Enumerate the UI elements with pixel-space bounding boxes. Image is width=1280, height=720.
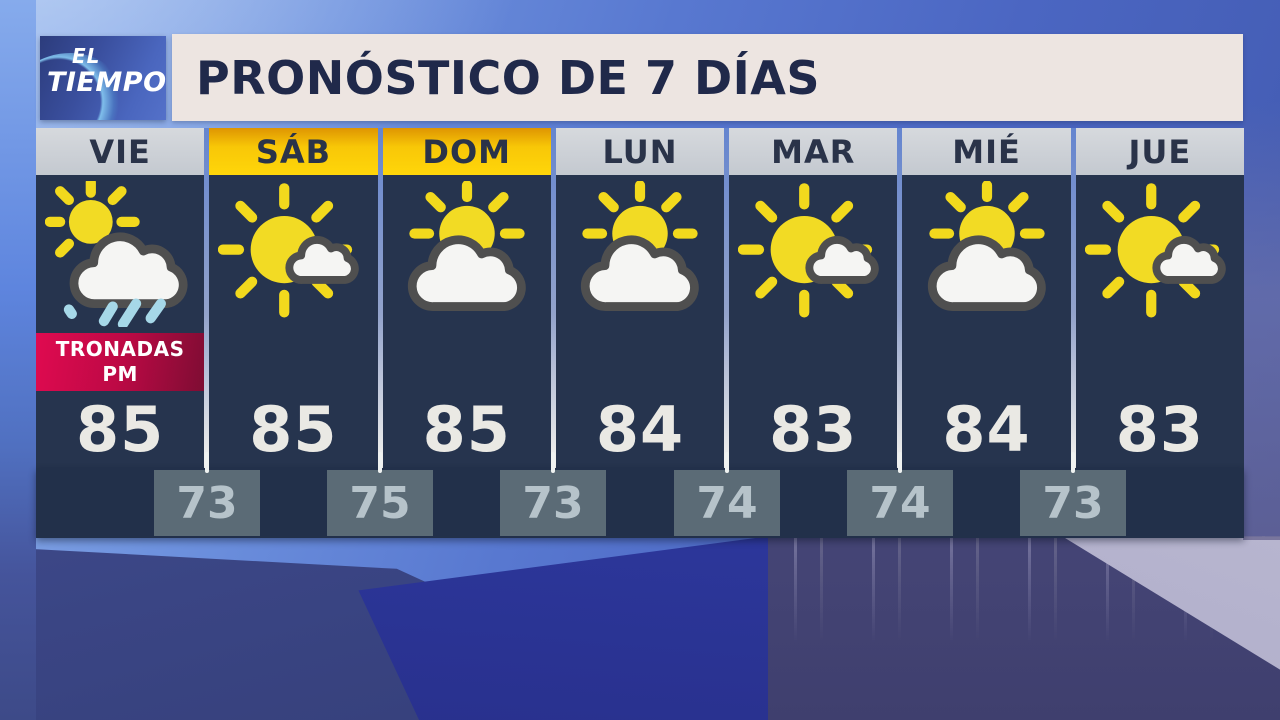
low-temp-strip: 73 75 73 74 74 73 bbox=[36, 468, 1244, 538]
day-label-vie: VIE bbox=[36, 128, 205, 175]
day-body: 85 bbox=[209, 175, 378, 468]
day-label-lun: LUN bbox=[555, 128, 725, 175]
column-divider-tick bbox=[725, 452, 729, 473]
day-column-mar: MAR 83 bbox=[729, 128, 898, 468]
forecast-columns: VIE TRONADAS PM 85 bbox=[36, 128, 1244, 468]
day-label-text: MAR bbox=[771, 132, 856, 171]
day-label-text: JUE bbox=[1128, 132, 1192, 171]
page-title: PRONÓSTICO DE 7 DÍAS bbox=[196, 50, 821, 105]
low-temp-badge: 74 bbox=[674, 470, 780, 536]
low-temp-badge: 75 bbox=[327, 470, 433, 536]
background-left-band bbox=[0, 0, 36, 720]
day-column-mie: MIÉ 84 bbox=[902, 128, 1071, 468]
day-body: 83 bbox=[1075, 175, 1244, 468]
column-divider-tick bbox=[551, 452, 555, 473]
high-temp: 85 bbox=[76, 393, 165, 466]
condition-badge: TRONADAS PM bbox=[36, 333, 205, 391]
partly-sunny-icon bbox=[902, 175, 1070, 333]
day-column-sab: SÁB 85 bbox=[209, 128, 378, 468]
day-label-sab: SÁB bbox=[209, 128, 378, 175]
day-label-text: LUN bbox=[602, 132, 678, 171]
day-label-mar: MAR bbox=[729, 128, 898, 175]
high-temp: 85 bbox=[422, 393, 511, 466]
background-right-strip bbox=[1243, 100, 1280, 540]
column-divider-tick bbox=[1071, 452, 1075, 473]
logo-text-el: EL bbox=[72, 44, 101, 68]
day-label-text: SÁB bbox=[255, 132, 332, 171]
sun-cloud-rain-icon bbox=[36, 175, 204, 333]
day-label-dom: DOM bbox=[382, 128, 551, 175]
column-divider-tick bbox=[378, 452, 382, 473]
low-temp-badge: 73 bbox=[500, 470, 606, 536]
high-temp: 84 bbox=[942, 393, 1031, 466]
low-temp-badge: 73 bbox=[154, 470, 260, 536]
logo-text-tiempo: TIEMPO™ bbox=[47, 65, 166, 97]
partly-sunny-icon bbox=[556, 175, 724, 333]
day-label-text: DOM bbox=[422, 132, 511, 171]
high-temp: 85 bbox=[249, 393, 338, 466]
day-label-text: VIE bbox=[89, 132, 151, 171]
high-temp: 83 bbox=[769, 393, 858, 466]
logo-tiempo-word: TIEMPO bbox=[47, 67, 166, 98]
day-body: TRONADAS PM 85 bbox=[36, 175, 205, 468]
day-label-jue: JUE bbox=[1075, 128, 1244, 175]
day-column-jue: JUE 83 bbox=[1075, 128, 1244, 468]
day-body: 84 bbox=[555, 175, 725, 468]
mostly-sunny-icon bbox=[729, 175, 897, 333]
title-bar: PRONÓSTICO DE 7 DÍAS bbox=[172, 34, 1243, 121]
day-body: 85 bbox=[382, 175, 551, 468]
day-column-lun: LUN 84 bbox=[555, 128, 725, 468]
high-temp: 83 bbox=[1115, 393, 1204, 466]
el-tiempo-logo: EL TIEMPO™ bbox=[40, 36, 166, 120]
high-temp: 84 bbox=[595, 393, 685, 466]
day-column-dom: DOM 85 bbox=[382, 128, 551, 468]
column-divider-tick bbox=[205, 452, 209, 473]
day-column-vie: VIE TRONADAS PM 85 bbox=[36, 128, 205, 468]
day-label-text: MIÉ bbox=[952, 132, 1021, 171]
low-temp-badge: 74 bbox=[847, 470, 953, 536]
partly-sunny-icon bbox=[383, 175, 551, 333]
day-body: 84 bbox=[902, 175, 1071, 468]
condition-text: TRONADAS PM bbox=[55, 337, 185, 386]
day-body: 83 bbox=[729, 175, 898, 468]
column-divider-tick bbox=[898, 452, 902, 473]
day-label-mie: MIÉ bbox=[902, 128, 1071, 175]
mostly-sunny-icon bbox=[209, 175, 377, 333]
low-temp-badge: 73 bbox=[1020, 470, 1126, 536]
mostly-sunny-icon bbox=[1076, 175, 1244, 333]
